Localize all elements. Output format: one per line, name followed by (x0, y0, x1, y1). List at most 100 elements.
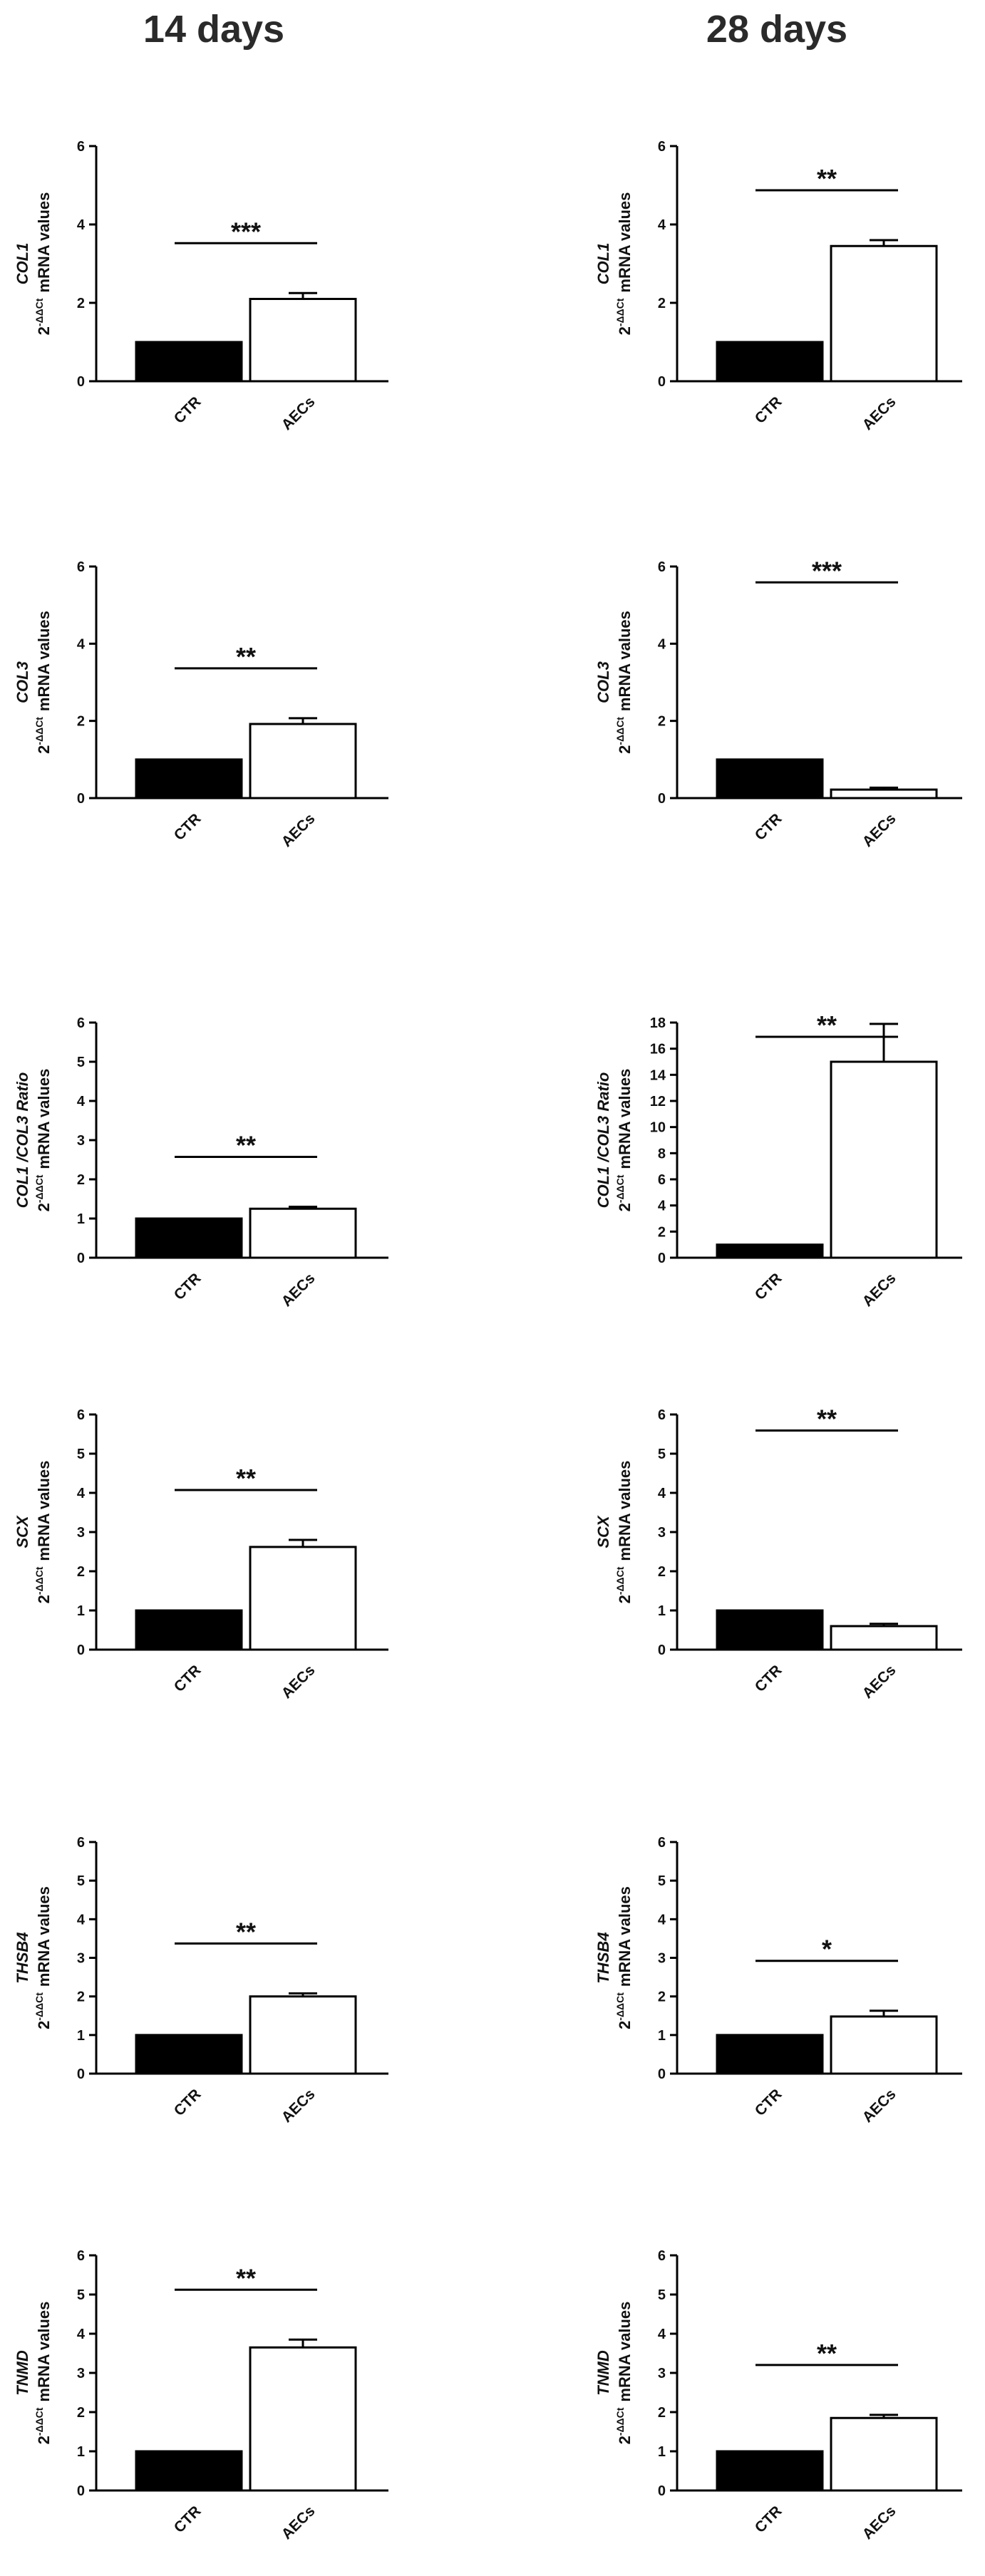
x-tick-label-ctr: CTR (752, 810, 785, 844)
y-tick-label: 0 (77, 1251, 85, 1266)
y-tick-label: 3 (658, 1951, 666, 1967)
bar-ctr (716, 341, 824, 383)
column-title-14-days: 14 days (143, 8, 285, 51)
bar-aecs (830, 244, 938, 383)
x-tick-label-ctr: CTR (752, 1270, 785, 1303)
y-tick-label: 3 (658, 1525, 666, 1541)
y-axis-label: COL1 /COL3 Ratio 2-ΔΔCtmRNA values (594, 1069, 634, 1212)
y-tick-label: 4 (77, 217, 86, 233)
bar-aecs (249, 723, 357, 800)
y-axis-label-line1: SCX (594, 1515, 612, 1548)
significance-stars: ** (817, 1405, 837, 1434)
x-tick-label-aecs: AECs (279, 393, 319, 433)
y-axis-label-line2: 2-ΔΔCtmRNA values (614, 192, 634, 336)
y-tick-label: 6 (658, 1835, 666, 1851)
x-tick-label-aecs: AECs (860, 2086, 899, 2126)
bar-chart-col1-col3-ratio-14-days: 0 1 2 3 4 5 6 CTR AECs ** COL1 /COL3 Ratio 2-ΔΔCtmR… (0, 1012, 399, 1343)
y-tick-label: 3 (77, 2366, 85, 2381)
y-tick-label: 2 (658, 1224, 666, 1240)
y-axis-label-line1: TNMD (594, 2350, 612, 2396)
y-tick-label: 1 (77, 2444, 85, 2460)
y-tick-label: 5 (77, 1447, 85, 1462)
y-tick-label: 4 (658, 217, 666, 233)
bar-aecs (249, 1546, 357, 1651)
x-tick-label-ctr: CTR (171, 393, 205, 427)
bar-ctr (135, 341, 243, 383)
x-tick-label-aecs: AECs (860, 393, 899, 433)
y-axis-label: COL1 /COL3 Ratio 2-ΔΔCtmRNA values (14, 1069, 53, 1212)
gene-name: SCX (594, 1515, 612, 1548)
x-tick-label-aecs: AECs (860, 2503, 899, 2543)
chart-svg: 0 2 4 6 8 10 12 14 16 18 CTR AECs ** COL1 /COL3 Ratio… (594, 1012, 962, 1310)
y-tick-label: 3 (77, 1951, 85, 1967)
y-tick-label: 5 (77, 1873, 85, 1889)
y-tick-label: 0 (658, 1643, 666, 1658)
y-tick-label: 1 (658, 2028, 666, 2044)
bar-aecs (830, 1625, 938, 1651)
y-tick-label: 6 (658, 1172, 666, 1188)
y-tick-label: 4 (77, 2327, 86, 2342)
x-tick-label-aecs: AECs (860, 1662, 899, 1702)
gene-name: COL1 /COL3 Ratio (14, 1072, 31, 1209)
gene-name: COL1 (594, 243, 612, 285)
x-tick-label-ctr: CTR (752, 1662, 785, 1695)
gene-name: SCX (14, 1515, 31, 1548)
y-tick-label: 2 (658, 296, 666, 311)
y-axis-label-line2: 2-ΔΔCtmRNA values (614, 611, 634, 754)
y-tick-label: 4 (658, 2327, 666, 2342)
y-axis-label-line2: 2-ΔΔCtmRNA values (614, 1069, 634, 1212)
y-axis-label-line1: TNMD (14, 2350, 31, 2396)
y-tick-label: 4 (77, 636, 86, 652)
significance-stars: *** (812, 556, 842, 585)
y-tick-label: 5 (658, 2287, 666, 2303)
y-tick-label: 5 (77, 2287, 85, 2303)
gene-name: COL3 (14, 661, 31, 703)
bar-chart-col3-14-days: 0 2 4 6 CTR AECs ** COL3 2-ΔΔCtmRNA values (0, 556, 399, 884)
significance-stars: ** (817, 164, 837, 193)
bar-ctr (716, 2034, 824, 2075)
y-tick-label: 4 (658, 636, 666, 652)
bar-aecs (249, 2346, 357, 2492)
y-tick-label: 1 (77, 1211, 85, 1227)
y-tick-label: 1 (77, 2028, 85, 2044)
x-tick-label-aecs: AECs (279, 1270, 319, 1310)
y-tick-label: 6 (77, 559, 85, 575)
y-axis-label-line1: COL1 /COL3 Ratio (14, 1072, 31, 1209)
y-tick-label: 5 (658, 1873, 666, 1889)
gene-name: THSB4 (594, 1932, 612, 1983)
y-tick-label: 3 (77, 1133, 85, 1149)
gene-name: TNMD (14, 2350, 31, 2396)
gene-name: THSB4 (14, 1932, 31, 1983)
y-tick-label: 2 (658, 1990, 666, 2005)
y-tick-label: 2 (658, 2405, 666, 2421)
bar-ctr (135, 2450, 243, 2492)
bar-aecs (830, 2015, 938, 2075)
x-tick-label-ctr: CTR (171, 1662, 205, 1695)
y-tick-label: 4 (77, 1094, 86, 1109)
chart-svg: 0 1 2 3 4 5 6 CTR AECs ** COL1 /COL3 Ratio 2-ΔΔCtmR… (14, 1015, 388, 1310)
x-tick-label-aecs: AECs (279, 2503, 319, 2543)
y-tick-label: 12 (650, 1094, 666, 1109)
y-tick-label: 8 (658, 1146, 666, 1162)
y-axis-label-line1: SCX (14, 1515, 31, 1548)
y-axis-label-line1: COL1 (594, 243, 612, 285)
bar-ctr (716, 758, 824, 800)
bar-aecs (249, 298, 357, 383)
x-tick-label-aecs: AECs (279, 2086, 319, 2126)
bar-chart-tnmd-28-days: 0 1 2 3 4 5 6 CTR AECs ** TNMD 2-ΔΔCtmRNA values (563, 2245, 962, 2576)
significance-stars: ** (817, 2339, 837, 2368)
bar-chart-col1-col3-ratio-28-days: 0 2 4 6 8 10 12 14 16 18 CTR AECs ** COL1 /COL3 Ratio… (563, 1012, 962, 1343)
bar-ctr (716, 2450, 824, 2492)
y-tick-label: 6 (77, 1407, 85, 1423)
significance-stars: *** (231, 217, 261, 246)
y-tick-label: 4 (658, 1486, 666, 1501)
